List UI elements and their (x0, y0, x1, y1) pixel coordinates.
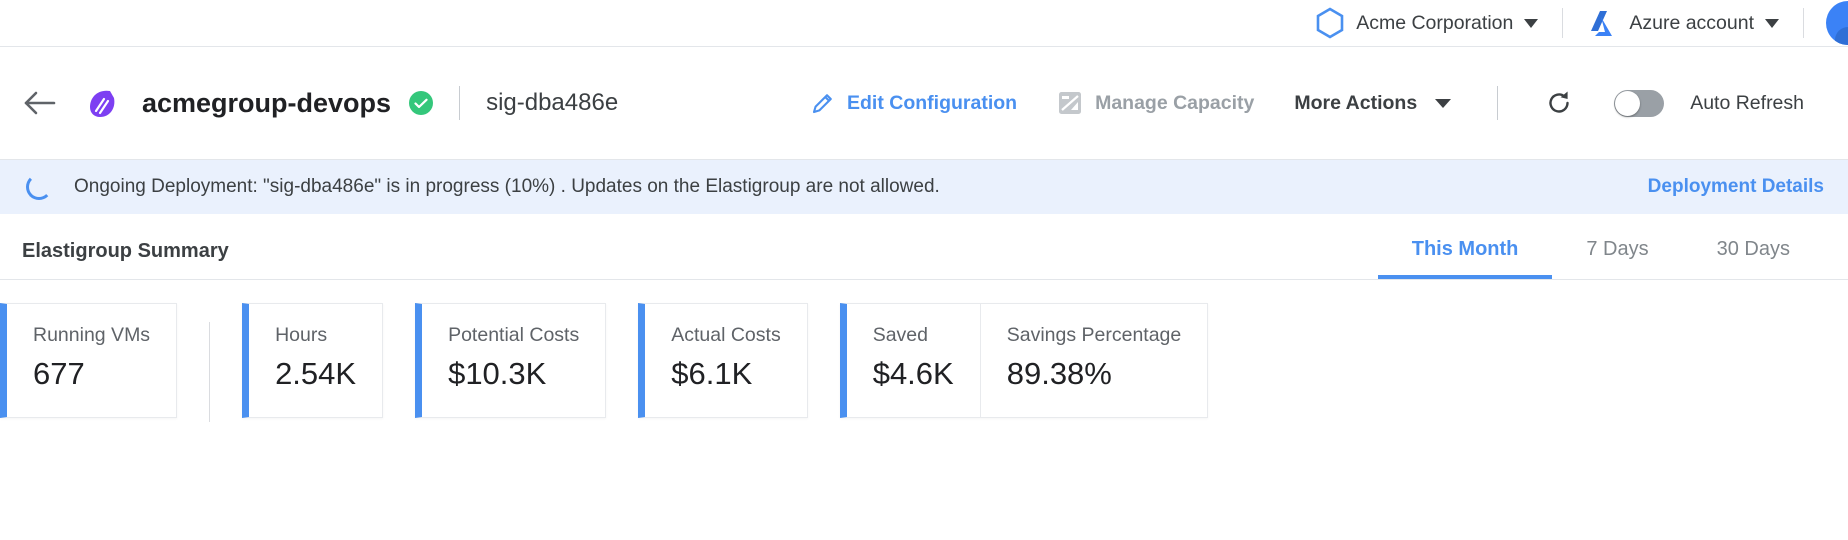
azure-logo-icon (1587, 9, 1618, 38)
divider (1803, 8, 1804, 38)
chevron-down-icon (1765, 18, 1779, 28)
metric-label: Saved (872, 324, 928, 346)
deployment-banner: Ongoing Deployment: "sig-dba486e" is in … (0, 160, 1848, 214)
header-actions: Edit Configuration Manage Capacity More … (790, 86, 1824, 120)
tab-this-month[interactable]: This Month (1377, 238, 1553, 279)
manage-capacity-label: Manage Capacity (1095, 91, 1255, 114)
check-icon (414, 98, 428, 108)
user-menu[interactable] (1804, 0, 1848, 46)
group-id: sig-dba486e (486, 89, 619, 116)
auto-refresh-toggle[interactable]: Auto Refresh (1594, 89, 1824, 117)
pencil-icon (812, 93, 832, 113)
divider (1562, 8, 1564, 38)
avatar[interactable] (1826, 1, 1848, 45)
metric-cell: Actual Costs $6.1K (645, 304, 806, 417)
more-actions-button[interactable]: More Actions (1274, 92, 1471, 115)
metric-card-running-vms[interactable]: Running VMs 677 (0, 303, 178, 418)
metric-card-actual-costs[interactable]: Actual Costs $6.1K (638, 303, 808, 418)
org-name: Acme Corporation (1356, 11, 1514, 34)
divider (1497, 86, 1499, 120)
divider (209, 321, 211, 422)
toggle-switch[interactable] (1614, 89, 1665, 117)
hexagon-outline-icon (1315, 7, 1345, 39)
loading-spinner-icon (26, 174, 52, 200)
tab-30-days[interactable]: 30 Days (1716, 238, 1790, 260)
metric-label: Hours (275, 324, 328, 346)
tab-7-days[interactable]: 7 Days (1586, 238, 1649, 260)
spot-elastigroup-logo-icon (84, 85, 142, 121)
metric-value: $10.3K (448, 356, 547, 391)
metric-cell: Potential Costs $10.3K (422, 304, 605, 417)
metric-cards: Running VMs 677 Hours 2.54K Potential Co… (0, 280, 1848, 440)
metric-card-hours[interactable]: Hours 2.54K (242, 303, 384, 418)
time-range-tabs: This Month 7 Days 30 Days (1377, 214, 1824, 279)
summary-title: Elastigroup Summary (22, 240, 229, 262)
metric-card-potential-costs[interactable]: Potential Costs $10.3K (415, 303, 607, 418)
group-header: acmegroup-devops sig-dba486e Edit Config… (0, 47, 1848, 160)
metric-value: 2.54K (275, 356, 357, 391)
summary-bar: Elastigroup Summary This Month 7 Days 30… (0, 214, 1848, 280)
deployment-details-link[interactable]: Deployment Details (1647, 176, 1824, 197)
refresh-button[interactable] (1524, 88, 1594, 118)
capacity-chart-icon (1059, 92, 1082, 114)
toggle-knob (1615, 90, 1641, 116)
metric-card-savings[interactable]: Saved $4.6K Savings Percentage 89.38% (839, 303, 1209, 418)
chevron-down-icon (1435, 98, 1452, 108)
manage-capacity-button[interactable]: Manage Capacity (1037, 90, 1274, 116)
top-account-bar: Acme Corporation Azure account (0, 0, 1848, 47)
page-title: acmegroup-devops (142, 87, 392, 118)
metric-cell: Savings Percentage 89.38% (979, 304, 1208, 417)
chevron-down-icon (1524, 18, 1539, 28)
deployment-banner-message: Ongoing Deployment: "sig-dba486e" is in … (74, 176, 940, 197)
metric-label: Actual Costs (671, 324, 781, 346)
metric-label: Savings Percentage (1006, 324, 1182, 346)
auto-refresh-label: Auto Refresh (1690, 91, 1804, 114)
edit-configuration-button[interactable]: Edit Configuration (790, 91, 1037, 116)
cloud-account-selector[interactable]: Azure account (1563, 0, 1803, 46)
metric-value: $4.6K (872, 356, 954, 391)
back-button[interactable] (20, 83, 60, 123)
divider (459, 86, 461, 120)
metric-cell: Running VMs 677 (7, 304, 176, 417)
more-actions-label: More Actions (1294, 91, 1418, 114)
metric-value: 677 (33, 356, 85, 391)
edit-configuration-label: Edit Configuration (847, 91, 1018, 114)
metric-label: Potential Costs (448, 324, 580, 346)
cloud-account-name: Azure account (1629, 11, 1754, 34)
metric-value: 89.38% (1006, 356, 1112, 391)
metric-cell: Hours 2.54K (249, 304, 382, 417)
org-selector[interactable]: Acme Corporation (1291, 0, 1562, 46)
arrow-left-icon (24, 91, 56, 115)
metric-value: $6.1K (671, 356, 753, 391)
metric-label: Running VMs (33, 324, 151, 346)
status-badge (409, 91, 434, 115)
metric-cell: Saved $4.6K (847, 304, 980, 417)
refresh-icon (1549, 91, 1569, 113)
